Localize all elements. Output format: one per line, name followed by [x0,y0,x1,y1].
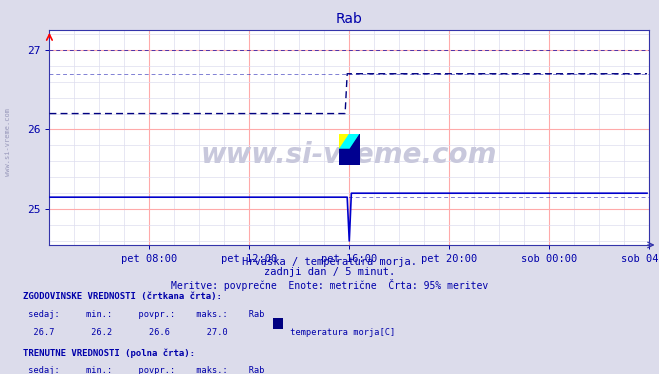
Polygon shape [339,134,360,150]
Text: Hrvaška / temperatura morja.: Hrvaška / temperatura morja. [242,256,417,267]
Text: 26.7       26.2       26.6       27.0: 26.7 26.2 26.6 27.0 [23,328,228,337]
Polygon shape [339,134,360,165]
Text: Meritve: povprečne  Enote: metrične  Črta: 95% meritev: Meritve: povprečne Enote: metrične Črta:… [171,279,488,291]
Polygon shape [339,134,350,150]
Text: www.si-vreme.com: www.si-vreme.com [5,108,11,176]
Text: zadnji dan / 5 minut.: zadnji dan / 5 minut. [264,267,395,278]
Title: Rab: Rab [336,12,362,26]
Text: sedaj:     min.:     povpr.:    maks.:    Rab: sedaj: min.: povpr.: maks.: Rab [23,310,264,319]
Text: ZGODOVINSKE VREDNOSTI (črtkana črta):: ZGODOVINSKE VREDNOSTI (črtkana črta): [23,292,222,301]
Text: TRENUTNE VREDNOSTI (polna črta):: TRENUTNE VREDNOSTI (polna črta): [23,348,195,358]
Text: sedaj:     min.:     povpr.:    maks.:    Rab: sedaj: min.: povpr.: maks.: Rab [23,366,264,374]
Text: www.si-vreme.com: www.si-vreme.com [201,141,498,169]
Text: temperatura morja[C]: temperatura morja[C] [285,328,395,337]
